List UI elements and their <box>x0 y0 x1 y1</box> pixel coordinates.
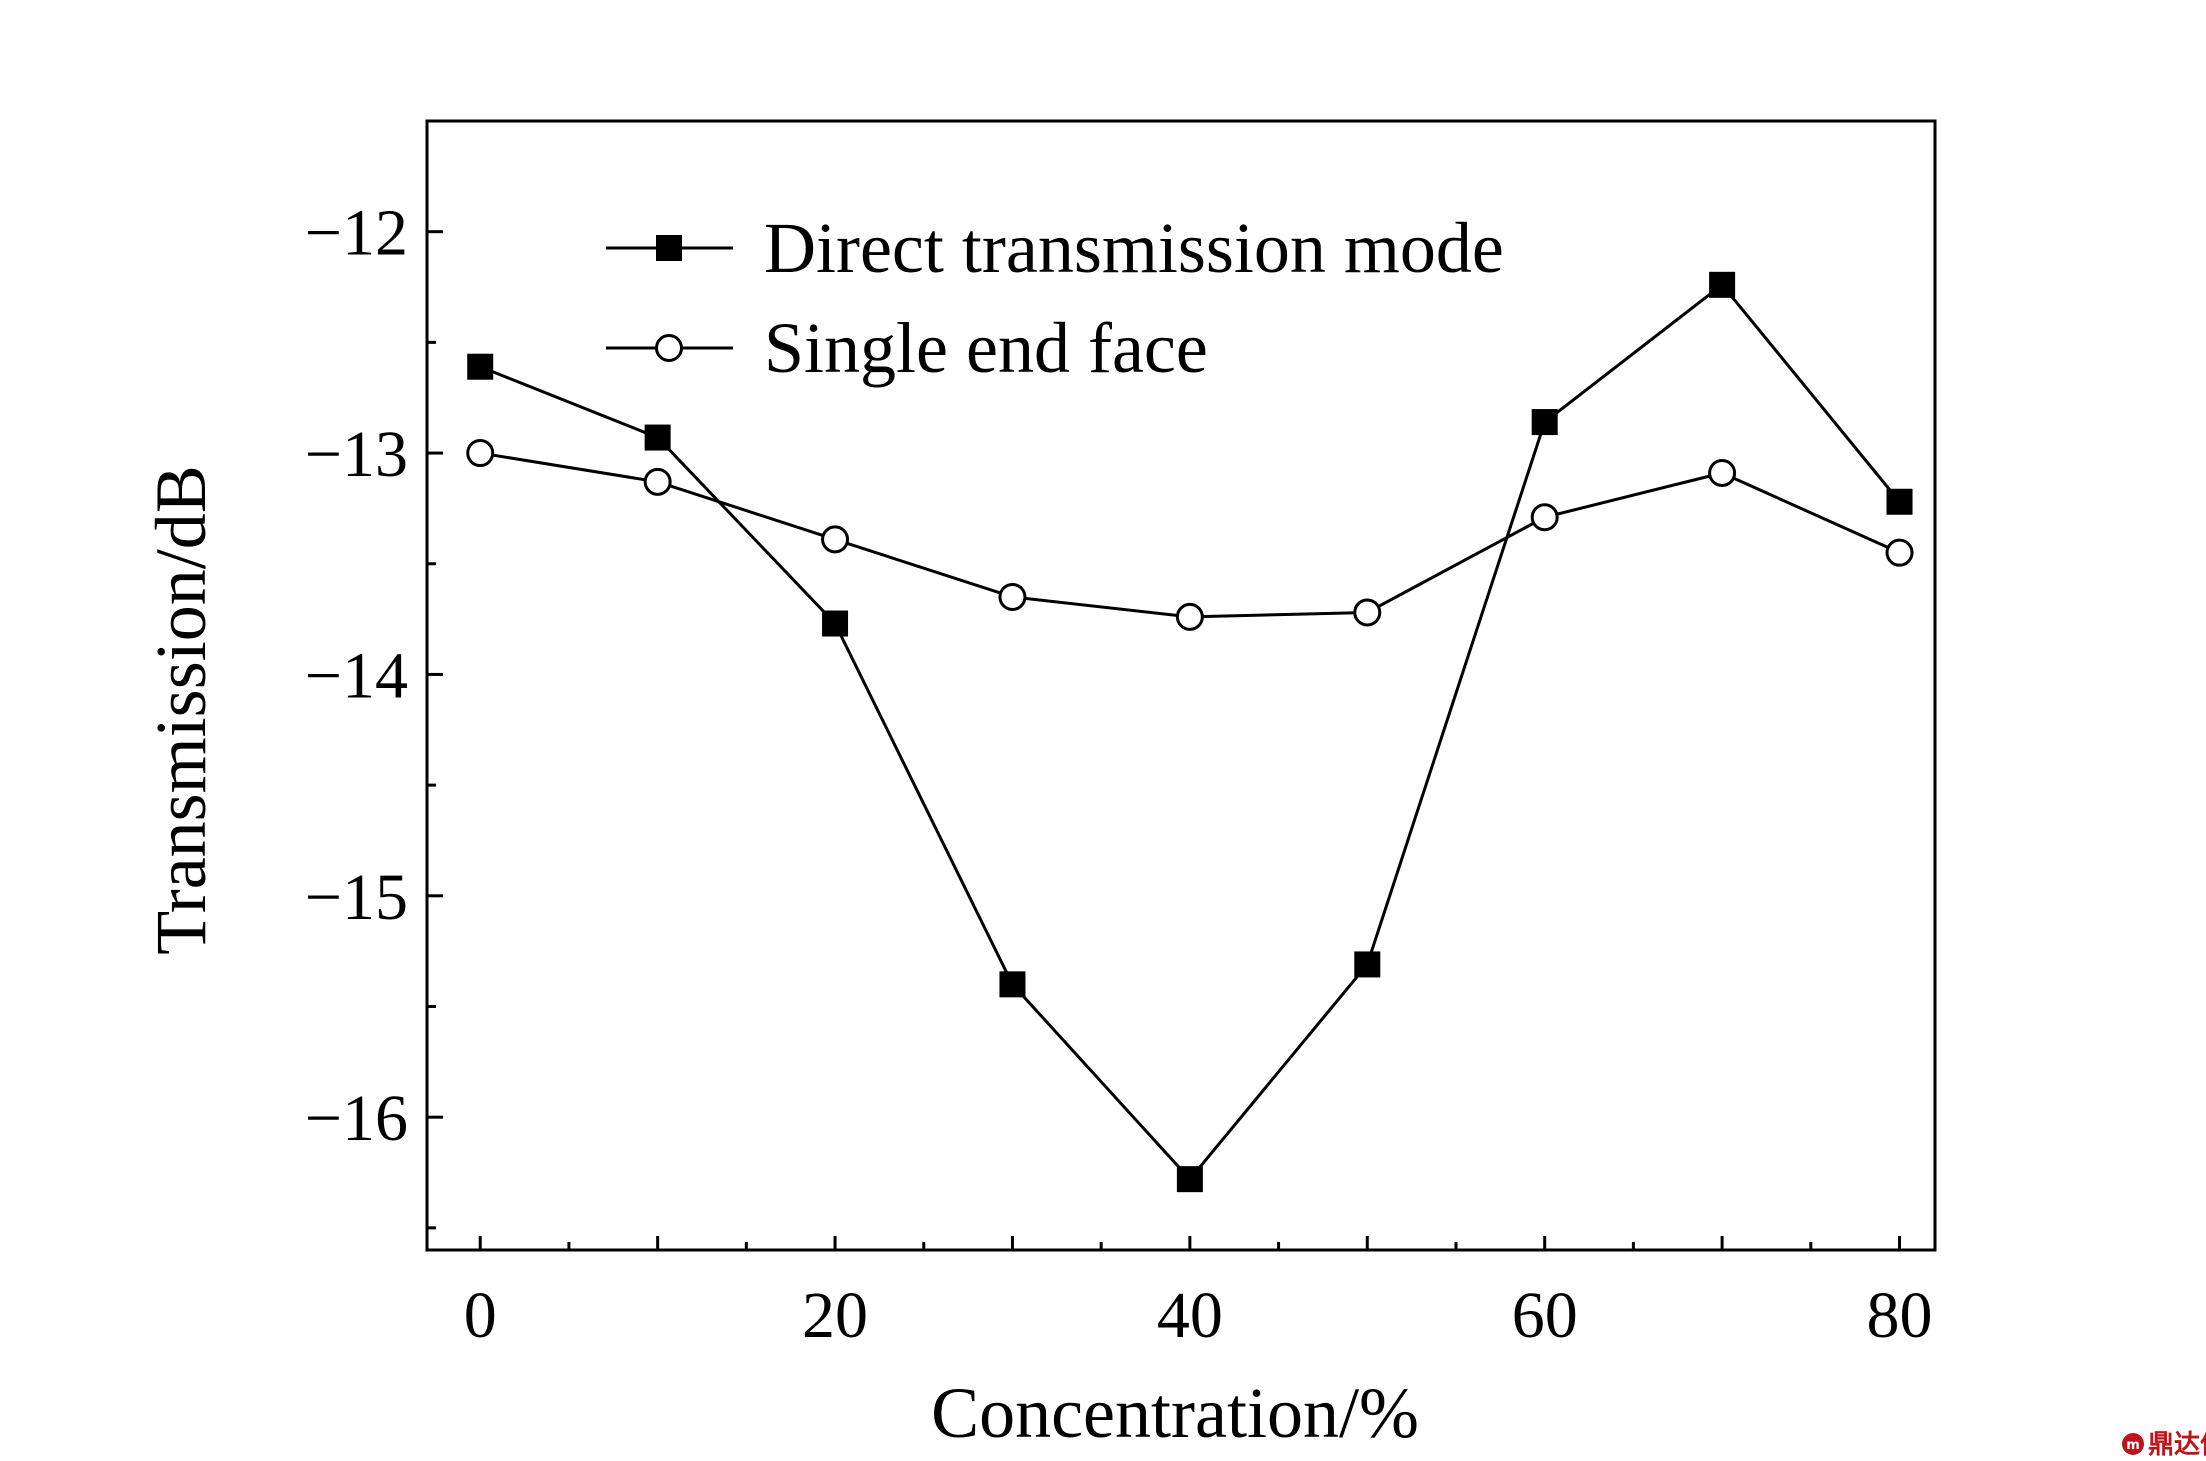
y-tick-label: −16 <box>305 1082 408 1155</box>
legend-marker-circle <box>655 334 683 362</box>
data-point-circle <box>1530 503 1559 532</box>
y-tick-label: −15 <box>305 861 408 934</box>
series-line <box>479 451 1901 619</box>
y-tick-label: −13 <box>305 418 408 491</box>
y-tick-label: −12 <box>305 197 408 270</box>
watermark-logo-icon <box>2122 1433 2144 1455</box>
data-point-square <box>1354 951 1381 978</box>
x-axis: 0 20 40 60 80 <box>464 1236 1933 1352</box>
x-tick-label: 40 <box>1157 1279 1223 1352</box>
y-axis: −12 −13 −14 −15 −16 <box>305 197 443 1230</box>
x-tick-label: 80 <box>1867 1279 1933 1352</box>
data-point-circle <box>1708 458 1737 487</box>
data-point-square <box>644 424 671 451</box>
data-point-square <box>822 610 849 637</box>
x-tick-label: 60 <box>1512 1279 1578 1352</box>
watermark-logo-glyph: m <box>2126 1438 2140 1453</box>
watermark-text: 鼎达信 <box>2148 1430 2206 1460</box>
data-point-circle <box>998 582 1027 611</box>
legend-marker-square <box>656 235 682 261</box>
legend-item: Single end face <box>606 308 1208 388</box>
plot-area <box>425 119 1937 1252</box>
data-point-square <box>999 971 1026 998</box>
x-tick-label: 20 <box>802 1279 868 1352</box>
series-layer <box>466 271 1914 1193</box>
data-point-square <box>1531 409 1558 436</box>
y-axis-title: Transmission/dB <box>141 465 221 954</box>
legend-label: Direct transmission mode <box>764 208 1504 288</box>
data-point-circle <box>821 525 850 554</box>
y-tick-label: −14 <box>305 639 408 712</box>
data-point-circle <box>466 439 495 468</box>
series-line <box>479 282 1901 1182</box>
data-point-circle <box>643 467 672 496</box>
data-point-circle <box>1175 602 1204 631</box>
series-2 <box>466 439 1914 631</box>
plot-border <box>425 119 1937 1252</box>
data-point-square <box>1709 271 1736 298</box>
legend: Direct transmission mode Single end face <box>606 208 1504 388</box>
legend-label: Single end face <box>764 308 1208 388</box>
data-point-circle <box>1885 538 1914 567</box>
data-point-square <box>1176 1166 1203 1193</box>
data-point-circle <box>1353 598 1382 627</box>
x-axis-title: Concentration/% <box>931 1373 1419 1453</box>
data-point-square <box>467 353 494 380</box>
watermark: m 鼎达信 <box>2122 1430 2206 1460</box>
data-point-square <box>1886 488 1913 515</box>
series-1 <box>467 271 1913 1193</box>
x-tick-label: 0 <box>464 1279 497 1352</box>
legend-item: Direct transmission mode <box>606 208 1504 288</box>
